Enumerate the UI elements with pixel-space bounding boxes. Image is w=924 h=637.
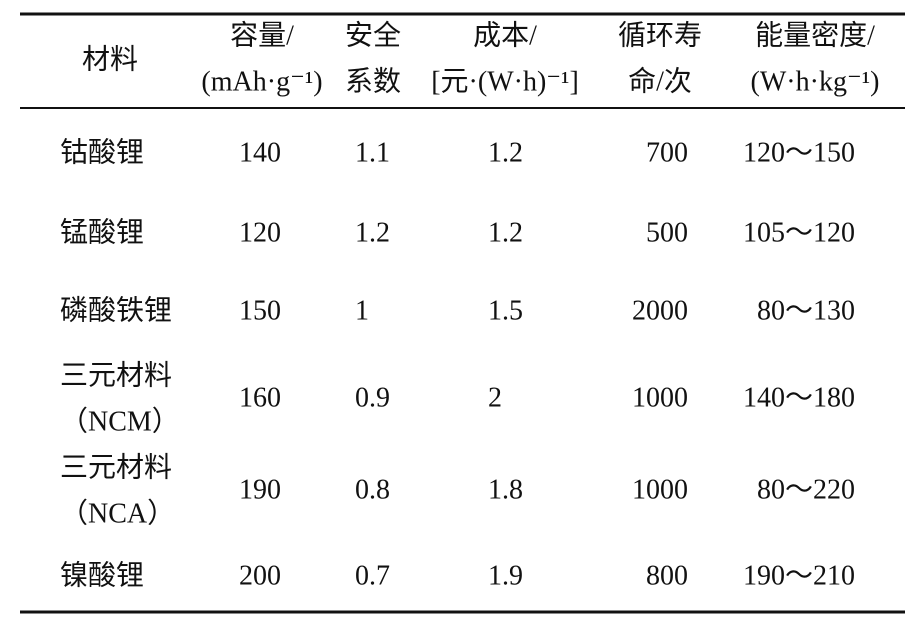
table-cell: 150 xyxy=(239,295,281,326)
table-cell: 1.9 xyxy=(488,560,523,591)
table-cell: 700 xyxy=(646,137,688,168)
table-cell: 0.7 xyxy=(355,560,390,591)
header-cell: 循环寿 xyxy=(618,19,702,51)
table-cell: 1.2 xyxy=(488,217,523,248)
header-cell: 容量/ xyxy=(230,19,294,51)
table-cell: 80～130 xyxy=(757,295,855,326)
table-cell: 140～180 xyxy=(743,382,855,413)
table-cell: 1 xyxy=(355,295,369,326)
material-name: （NCA） xyxy=(60,497,175,529)
table-cell: 500 xyxy=(646,217,688,248)
table-cell: 160 xyxy=(239,382,281,413)
material-name: 钴酸锂 xyxy=(60,136,144,168)
material-name: 磷酸铁锂 xyxy=(60,294,172,326)
material-name: 锰酸锂 xyxy=(60,216,144,248)
table-cell: 1.5 xyxy=(488,295,523,326)
table-cell: 1000 xyxy=(632,382,688,413)
table-cell: 120 xyxy=(239,217,281,248)
header-cell: (mAh·g⁻¹) xyxy=(201,66,322,97)
table-cell: 80～220 xyxy=(757,474,855,505)
header-cell: 命/次 xyxy=(628,65,692,97)
table-cell: 190～210 xyxy=(743,560,855,591)
table-cell: 1.8 xyxy=(488,474,523,505)
table-cell: 105～120 xyxy=(743,217,855,248)
header-cell: 能量密度/ xyxy=(755,19,875,51)
header-cell: 安全 xyxy=(345,19,401,51)
table-cell: 1.2 xyxy=(355,217,390,248)
material-name: （NCM） xyxy=(60,405,180,437)
header-cell: 材料 xyxy=(82,43,138,75)
header-cell: [元·(W·h)⁻¹] xyxy=(431,66,579,97)
table-cell: 120～150 xyxy=(743,137,855,168)
header-cell: 系数 xyxy=(345,65,401,97)
table-cell: 1.1 xyxy=(355,137,390,168)
header-cell: (W·h·kg⁻¹) xyxy=(751,66,880,97)
table-cell: 140 xyxy=(239,137,281,168)
header-cell: 成本/ xyxy=(473,19,537,51)
table-cell: 1000 xyxy=(632,474,688,505)
table-cell: 0.9 xyxy=(355,382,390,413)
material-name: 三元材料 xyxy=(60,359,172,391)
table-cell: 0.8 xyxy=(355,474,390,505)
table-cell: 190 xyxy=(239,474,281,505)
table-cell: 1.2 xyxy=(488,137,523,168)
table-cell: 2 xyxy=(488,382,502,413)
table-cell: 800 xyxy=(646,560,688,591)
table-cell: 2000 xyxy=(632,295,688,326)
table-cell: 200 xyxy=(239,560,281,591)
material-name: 三元材料 xyxy=(60,451,172,483)
material-name: 镍酸锂 xyxy=(60,559,144,591)
